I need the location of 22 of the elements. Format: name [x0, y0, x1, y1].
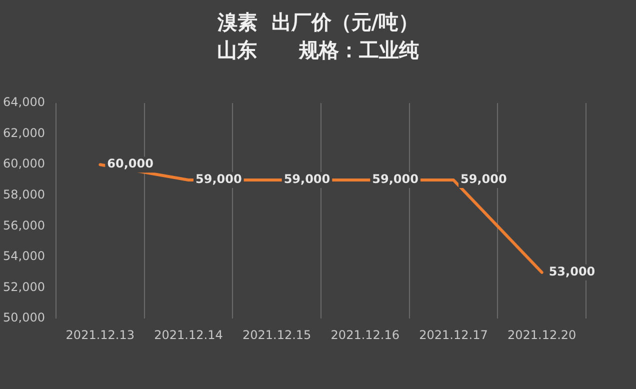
- x-tick-label: 2021.12.13: [66, 328, 135, 342]
- y-tick-label: 64,000: [2, 95, 45, 110]
- y-tick-label: 58,000: [2, 188, 45, 202]
- y-tick-label: 56,000: [2, 218, 45, 232]
- data-label: 59,000: [195, 172, 242, 186]
- data-label: 60,000: [107, 156, 154, 171]
- y-tick-label: 52,000: [2, 280, 45, 294]
- data-label: 59,000: [460, 172, 507, 186]
- y-tick-label: 50,000: [2, 310, 45, 325]
- y-tick-label: 60,000: [2, 156, 45, 171]
- x-tick-label: 2021.12.16: [330, 328, 400, 342]
- data-label: 59,000: [372, 172, 418, 186]
- x-tick-label: 2021.12.15: [242, 328, 312, 342]
- chart-subtitle: 山东 规格：工业纯: [216, 37, 420, 64]
- data-label: 53,000: [548, 264, 596, 279]
- x-tick-label: 2021.12.17: [419, 328, 488, 342]
- chart-title: 溴素 出厂价（元/吨）: [216, 9, 420, 36]
- data-label: 59,000: [284, 172, 330, 186]
- x-tick-label: 2021.12.14: [154, 328, 223, 342]
- y-tick-label: 54,000: [2, 249, 45, 264]
- x-tick-label: 2021.12.20: [507, 328, 576, 342]
- y-tick-label: 62,000: [2, 126, 45, 140]
